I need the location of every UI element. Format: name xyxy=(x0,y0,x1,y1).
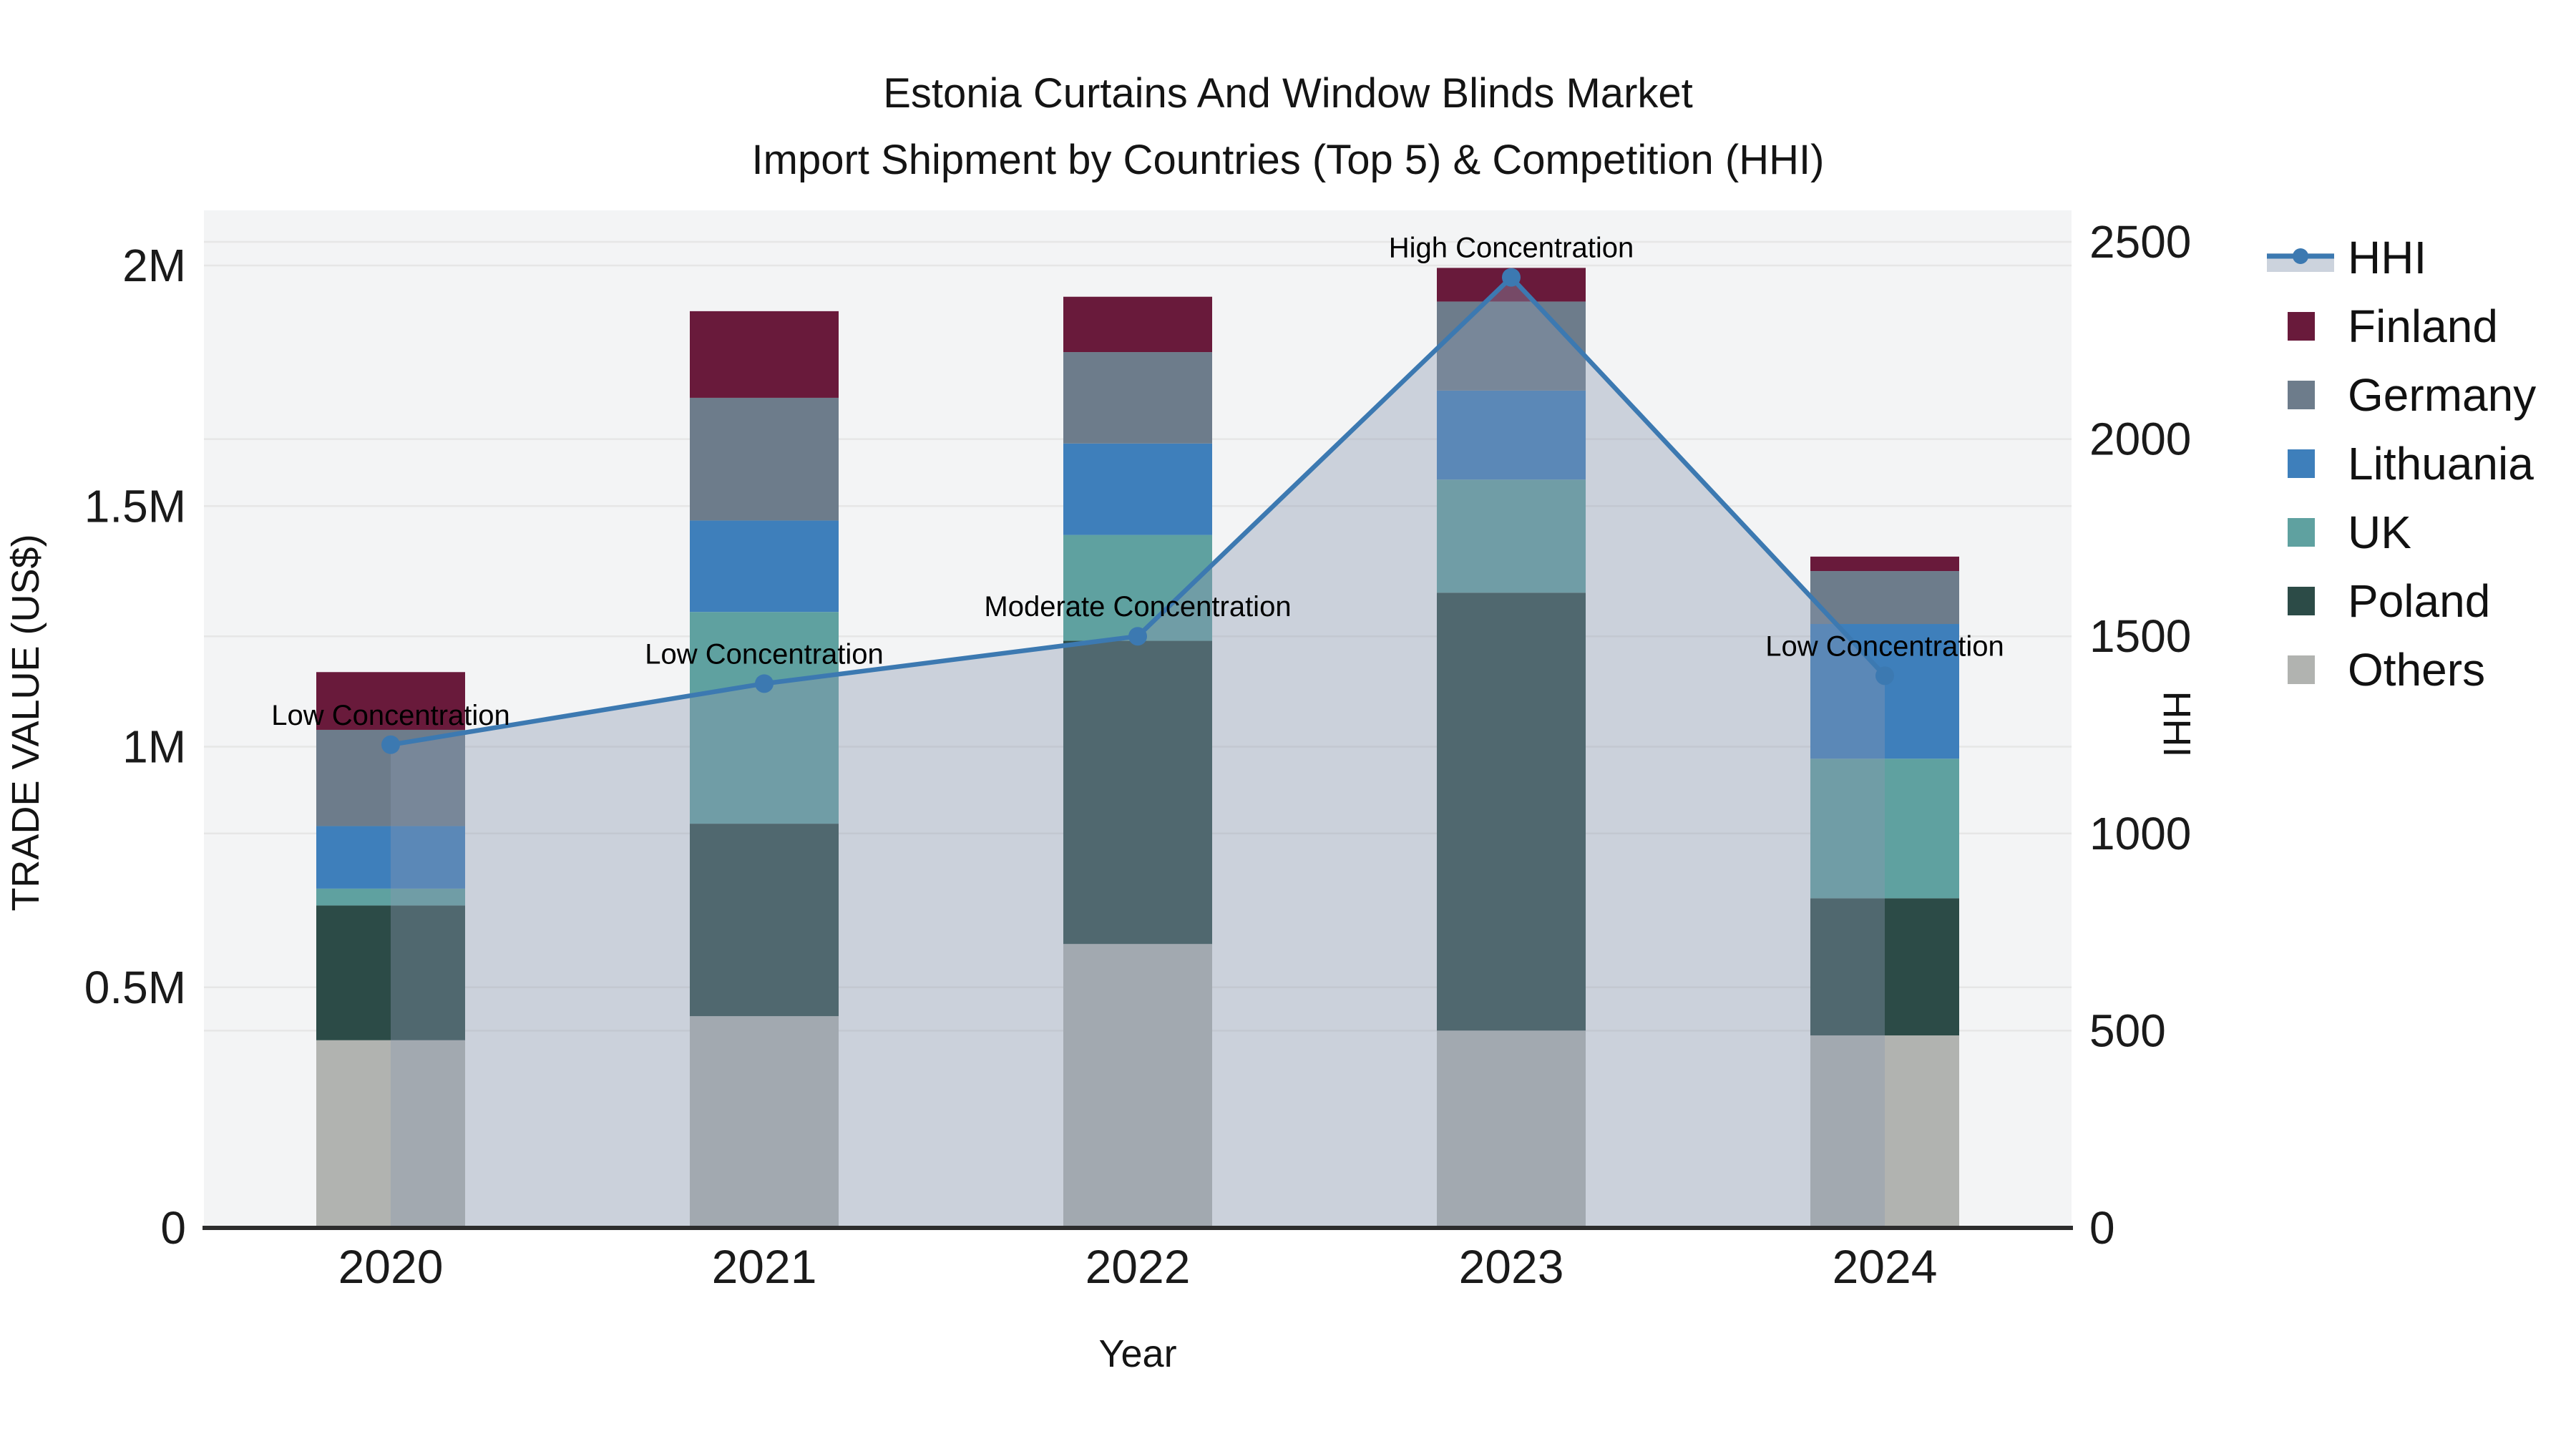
bar-segment-poland-2024 xyxy=(1810,898,1959,1035)
hhi-marker-2023 xyxy=(1502,268,1521,287)
bar-segment-germany-2022 xyxy=(1063,352,1212,444)
bar-segment-others-2024 xyxy=(1810,1035,1959,1228)
legend-item-others[interactable]: Others xyxy=(2267,635,2536,704)
y-right-tick-2000: 2000 xyxy=(2089,414,2191,465)
y-axis-title-right: HHI xyxy=(2155,691,2198,758)
legend-item-poland[interactable]: Poland xyxy=(2267,567,2536,635)
bar-segment-finland-2021 xyxy=(690,311,839,398)
hhi-marker-2024 xyxy=(1875,666,1894,686)
annotation-2023: High Concentration xyxy=(1389,233,1634,264)
bar-segment-poland-2020 xyxy=(316,905,465,1040)
color-swatch-icon xyxy=(2267,587,2334,615)
y-right-tick-2500: 2500 xyxy=(2089,216,2191,268)
color-swatch-icon xyxy=(2267,449,2334,478)
chart-title: Estonia Curtains And Window Blinds Marke… xyxy=(752,60,1825,193)
x-axis-line xyxy=(203,1226,2073,1230)
bar-segment-lithuania-2020 xyxy=(316,826,465,889)
x-tick-2023: 2023 xyxy=(1459,1240,1564,1293)
chart-title-line1: Estonia Curtains And Window Blinds Marke… xyxy=(883,70,1693,117)
hhi-marker-2022 xyxy=(1128,627,1147,646)
color-swatch-icon xyxy=(2267,312,2334,341)
x-tick-2024: 2024 xyxy=(1833,1240,1938,1293)
hhi-marker-2020 xyxy=(381,735,400,754)
y-left-tick-0.5M: 0.5M xyxy=(84,962,186,1013)
legend-label-uk: UK xyxy=(2348,507,2411,558)
x-axis-title: Year xyxy=(1098,1332,1177,1375)
annotation-2022: Moderate Concentration xyxy=(984,591,1291,623)
y-right-tick-1000: 1000 xyxy=(2089,808,2191,859)
legend-label-hhi: HHI xyxy=(2348,232,2427,283)
legend-label-poland: Poland xyxy=(2348,575,2491,627)
bar-segment-lithuania-2023 xyxy=(1437,390,1586,480)
chart-title-line2: Import Shipment by Countries (Top 5) & C… xyxy=(751,137,1825,183)
legend: HHI Finland Germany Lithuania UK Poland Others xyxy=(2267,223,2536,704)
x-tick-2022: 2022 xyxy=(1085,1240,1191,1293)
y-right-tick-500: 500 xyxy=(2089,1005,2166,1056)
legend-label-germany: Germany xyxy=(2348,369,2537,421)
bar-segment-germany-2021 xyxy=(690,397,839,521)
bar-segment-poland-2021 xyxy=(690,824,839,1017)
y-left-tick-0: 0 xyxy=(160,1202,186,1254)
y-left-tick-1.5M: 1.5M xyxy=(84,480,186,532)
legend-item-finland[interactable]: Finland xyxy=(2267,292,2536,361)
legend-item-uk[interactable]: UK xyxy=(2267,498,2536,567)
x-tick-2020: 2020 xyxy=(338,1240,444,1293)
annotation-2021: Low Concentration xyxy=(645,638,884,670)
bar-segment-lithuania-2022 xyxy=(1063,443,1212,535)
bar-segment-uk-2024 xyxy=(1810,758,1959,899)
legend-label-finland: Finland xyxy=(2348,301,2498,352)
bar-segment-others-2020 xyxy=(316,1040,465,1228)
bar-segment-others-2021 xyxy=(690,1016,839,1228)
y-axis-title-left: TRADE VALUE (US$) xyxy=(4,534,47,912)
bar-segment-poland-2022 xyxy=(1063,640,1212,945)
bar-segment-finland-2024 xyxy=(1810,556,1959,572)
bar-segment-germany-2024 xyxy=(1810,571,1959,625)
bar-segment-lithuania-2024 xyxy=(1810,624,1959,759)
hhi-area xyxy=(391,277,1885,1228)
y-right-tick-0: 0 xyxy=(2089,1202,2115,1254)
legend-label-lithuania: Lithuania xyxy=(2348,438,2534,489)
bar-segment-lithuania-2021 xyxy=(690,520,839,613)
annotation-2020: Low Concentration xyxy=(271,700,510,731)
color-swatch-icon xyxy=(2267,381,2334,409)
color-swatch-icon xyxy=(2267,655,2334,684)
bar-segment-germany-2023 xyxy=(1437,301,1586,391)
hhi-marker-2021 xyxy=(755,674,774,693)
x-tick-2021: 2021 xyxy=(712,1240,817,1293)
bar-segment-uk-2021 xyxy=(690,612,839,824)
bar-segment-uk-2023 xyxy=(1437,479,1586,593)
annotation-2024: Low Concentration xyxy=(1765,630,2004,662)
bar-segment-finland-2020 xyxy=(316,672,465,730)
hhi-line-swatch-icon xyxy=(2267,242,2334,273)
bar-segment-finland-2022 xyxy=(1063,296,1212,353)
legend-item-germany[interactable]: Germany xyxy=(2267,361,2536,429)
legend-label-others: Others xyxy=(2348,644,2486,696)
y-right-tick-1500: 1500 xyxy=(2089,610,2191,662)
bar-segment-uk-2020 xyxy=(316,888,465,906)
legend-item-lithuania[interactable]: Lithuania xyxy=(2267,429,2536,498)
y-left-tick-1M: 1M xyxy=(122,721,186,773)
bar-segment-others-2023 xyxy=(1437,1030,1586,1228)
color-swatch-icon xyxy=(2267,518,2334,547)
legend-item-hhi[interactable]: HHI xyxy=(2267,223,2536,292)
bar-segment-others-2022 xyxy=(1063,944,1212,1228)
y-left-tick-2M: 2M xyxy=(122,240,186,291)
bar-segment-poland-2023 xyxy=(1437,592,1586,1031)
